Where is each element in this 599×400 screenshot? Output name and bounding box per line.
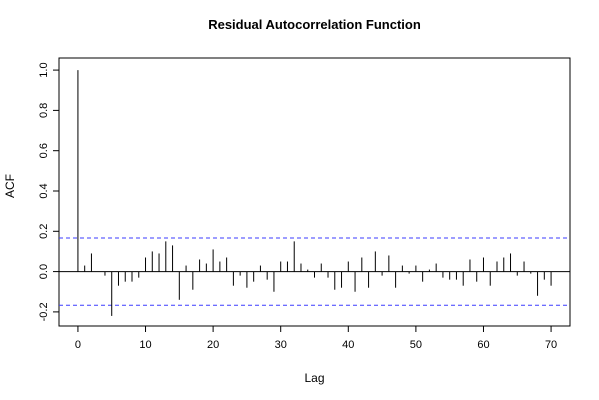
- y-tick-label: 0.4: [38, 183, 50, 198]
- x-tick-label: 70: [545, 339, 557, 351]
- x-tick-label: 10: [139, 339, 151, 351]
- y-axis-label: ACF: [3, 174, 17, 198]
- x-tick-label: 0: [75, 339, 81, 351]
- plot-layer: 0 10 20 30 40 50 60 70 -0.2 0.0 0.2 0.4 0.6 0.8 1.0: [38, 62, 570, 351]
- x-tick-label: 50: [410, 339, 422, 351]
- y-tick-label: 0.8: [38, 103, 50, 118]
- x-tick-label: 60: [477, 339, 489, 351]
- x-tick-label: 30: [275, 339, 287, 351]
- y-tick-label: 1.0: [38, 62, 50, 77]
- y-tick-label: -0.2: [38, 302, 50, 321]
- x-tick-label: 20: [207, 339, 219, 351]
- chart-title: Residual Autocorrelation Function: [208, 17, 421, 32]
- y-tick-label: 0.6: [38, 143, 50, 158]
- plot-frame: [58, 57, 571, 327]
- y-tick-label: 0.0: [38, 264, 50, 279]
- x-axis-label: Lag: [304, 371, 324, 385]
- x-tick-label: 40: [342, 339, 354, 351]
- y-tick-label: 0.2: [38, 224, 50, 239]
